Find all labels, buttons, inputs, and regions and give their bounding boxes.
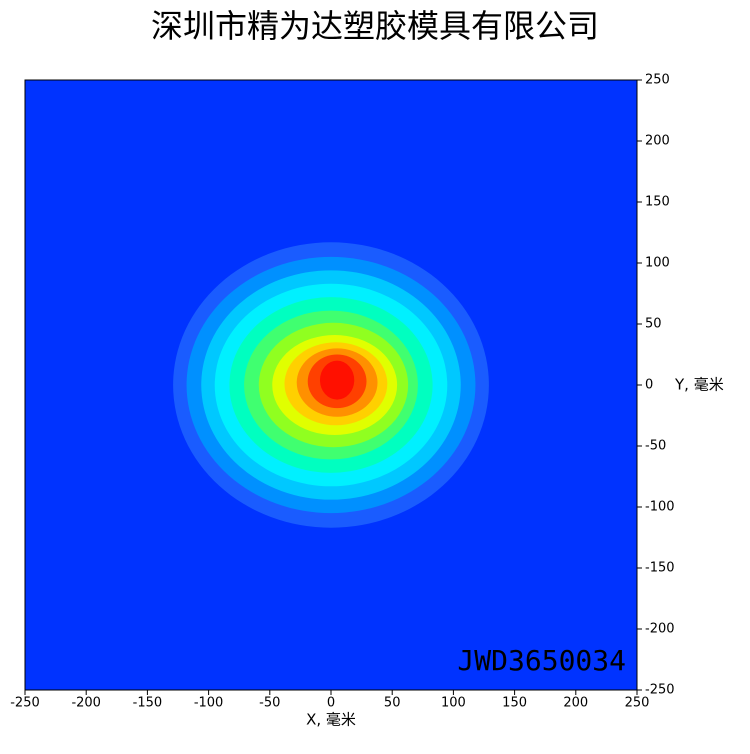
y-tick-label: 100: [645, 256, 670, 271]
x-tick-label: 150: [502, 696, 527, 711]
x-tick-label: 100: [441, 696, 466, 711]
x-tick-label: 250: [625, 696, 650, 711]
y-tick-label: -50: [645, 439, 666, 454]
x-tick-label: -200: [71, 696, 101, 711]
x-tick-label: -100: [194, 696, 224, 711]
x-tick-label: 200: [563, 696, 588, 711]
x-tick-label: 50: [384, 696, 401, 711]
annotation: JWD3650034: [457, 644, 626, 677]
x-tick-label: 0: [327, 696, 335, 711]
y-tick-label: -200: [645, 622, 675, 637]
y-tick-label: -250: [645, 683, 675, 698]
x-axis-label: X, 毫米: [306, 711, 356, 729]
y-tick-label: -100: [645, 500, 675, 515]
y-tick-label: 150: [645, 195, 670, 210]
y-tick-label: 0: [645, 378, 653, 393]
x-tick-label: -50: [259, 696, 280, 711]
chart-title: 深圳市精为达塑胶模具有限公司: [151, 7, 599, 45]
y-axis-label: Y, 毫米: [674, 376, 724, 394]
y-tick-label: 250: [645, 73, 670, 88]
plot-area: [25, 80, 637, 690]
x-tick-label: -250: [10, 696, 40, 711]
y-tick-label: 200: [645, 134, 670, 149]
y-tick-label: 50: [645, 317, 662, 332]
x-tick-label: -150: [133, 696, 163, 711]
y-tick-label: -150: [645, 561, 675, 576]
contour-level: [319, 360, 355, 400]
